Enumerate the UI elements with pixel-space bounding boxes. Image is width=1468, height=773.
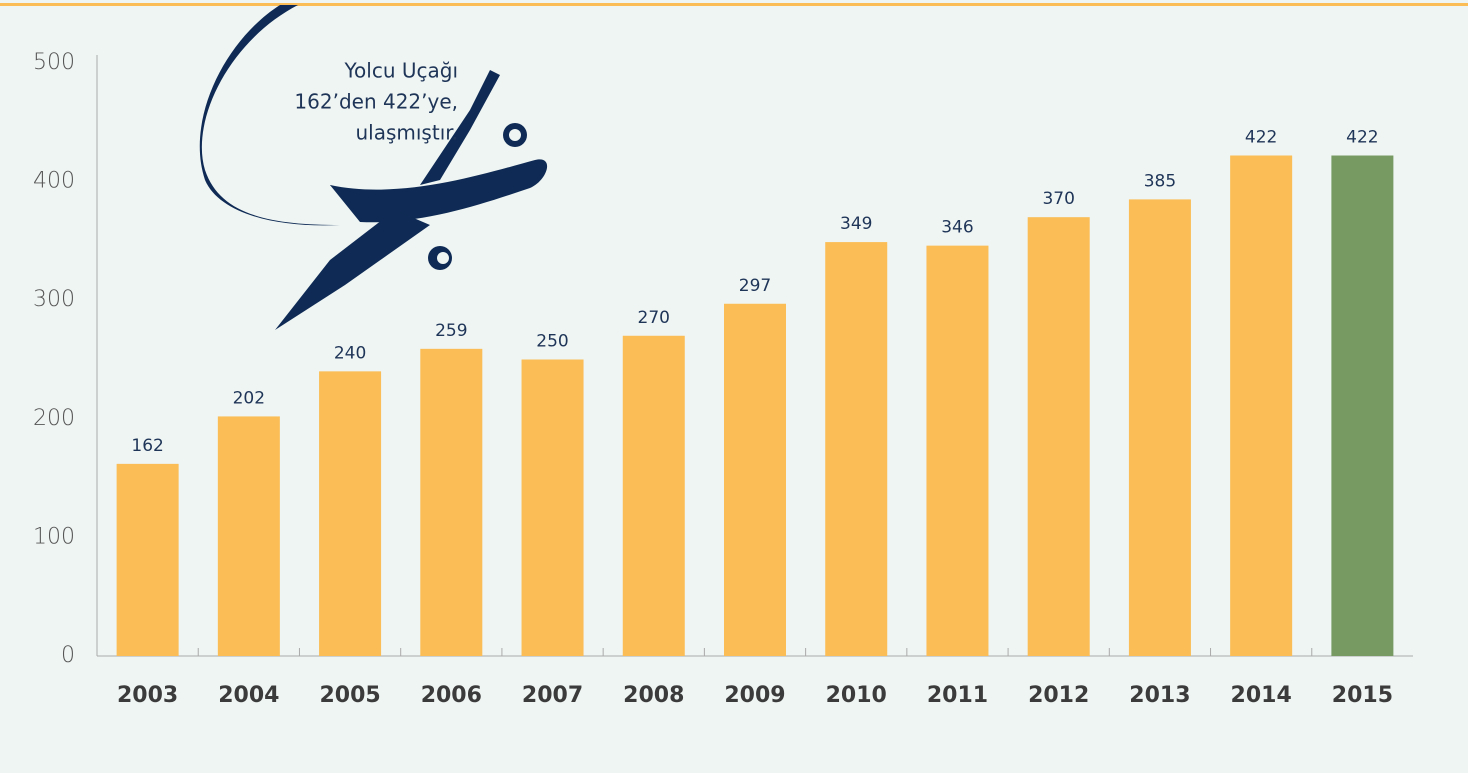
y-tick-label: 100	[33, 524, 75, 549]
value-label: 270	[638, 308, 670, 328]
x-tick-label: 2012	[1028, 683, 1089, 708]
bar	[1331, 155, 1394, 656]
bar	[825, 242, 888, 656]
x-tick-label: 2005	[319, 683, 380, 708]
value-label: 422	[1245, 128, 1277, 148]
x-tick-label: 2008	[623, 683, 684, 708]
x-tick-label: 2010	[826, 683, 887, 708]
x-tick-label: 2007	[522, 683, 583, 708]
value-label: 162	[131, 436, 163, 456]
top-rule	[0, 3, 1468, 6]
bar	[116, 463, 179, 656]
x-tick-label: 2014	[1231, 683, 1292, 708]
value-label: 346	[941, 218, 973, 238]
value-label: 422	[1346, 128, 1378, 148]
x-tick-label: 2011	[927, 683, 988, 708]
annotation: Yolcu Uçağı	[343, 59, 458, 83]
x-tick-label: 2009	[724, 683, 785, 708]
bar	[724, 303, 786, 656]
value-label: 250	[536, 332, 568, 352]
value-label: 202	[233, 388, 265, 408]
value-label: 297	[739, 276, 771, 296]
bar	[1128, 199, 1191, 656]
x-tick-label: 2013	[1129, 683, 1190, 708]
value-label: 385	[1144, 171, 1176, 191]
annotation: ulaşmıştır.	[355, 121, 458, 145]
bar	[1230, 155, 1293, 656]
bar	[521, 359, 584, 656]
x-tick-label: 2003	[117, 683, 178, 708]
bar	[420, 348, 483, 656]
value-label: 240	[334, 343, 366, 363]
bar	[926, 245, 989, 657]
y-tick-label: 200	[33, 406, 75, 431]
y-tick-label: 500	[33, 50, 75, 75]
y-tick-label: 0	[61, 643, 75, 668]
value-label: 259	[435, 321, 467, 341]
value-label: 370	[1042, 189, 1074, 209]
bar	[217, 416, 280, 656]
bar	[1027, 217, 1090, 656]
value-label: 349	[840, 214, 872, 234]
x-tick-label: 2006	[421, 683, 482, 708]
y-tick-label: 400	[33, 169, 75, 194]
airplane-illustration	[199, 5, 548, 330]
bar	[319, 371, 382, 656]
annotation: 162’den 422’ye,	[294, 90, 458, 114]
x-tick-label: 2015	[1332, 683, 1393, 708]
x-tick-label: 2004	[218, 683, 279, 708]
y-tick-label: 300	[33, 287, 75, 312]
bar	[622, 335, 685, 656]
